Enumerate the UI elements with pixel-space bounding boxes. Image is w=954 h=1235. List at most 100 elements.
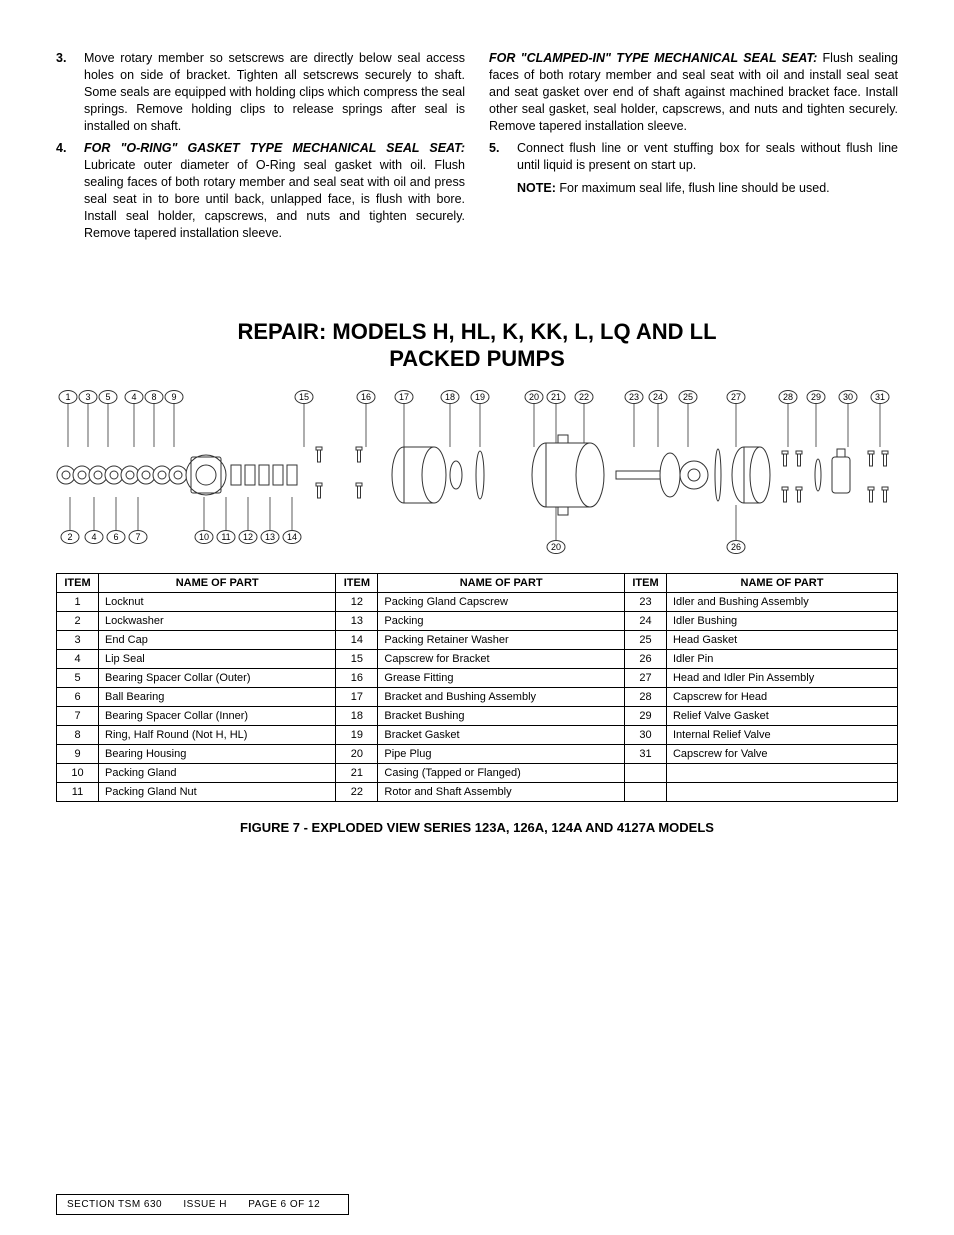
parts-row: 5Bearing Spacer Collar (Outer)16Grease F…: [57, 668, 898, 687]
item-cell: 14: [336, 630, 378, 649]
name-cell: Rotor and Shaft Assembly: [378, 782, 625, 801]
item-cell: 1: [57, 592, 99, 611]
svg-text:20: 20: [529, 392, 539, 402]
svg-text:21: 21: [551, 392, 561, 402]
parts-row: 4Lip Seal15Capscrew for Bracket26Idler P…: [57, 649, 898, 668]
name-cell: Idler and Bushing Assembly: [666, 592, 897, 611]
svg-text:14: 14: [287, 532, 297, 542]
svg-text:6: 6: [113, 532, 118, 542]
step-3-body: Move rotary member so setscrews are dire…: [84, 50, 465, 134]
item-cell: 21: [336, 763, 378, 782]
parts-header-cell: ITEM: [624, 573, 666, 592]
name-cell: Lip Seal: [99, 649, 336, 668]
name-cell: Capscrew for Valve: [666, 744, 897, 763]
item-cell: 18: [336, 706, 378, 725]
footer-page: PAGE 6 OF 12: [248, 1199, 320, 1210]
svg-text:8: 8: [151, 392, 156, 402]
step-5-num: 5.: [489, 140, 517, 174]
parts-header-cell: NAME OF PART: [378, 573, 625, 592]
name-cell: Packing Gland: [99, 763, 336, 782]
figure-caption: FIGURE 7 - EXPLODED VIEW SERIES 123A, 12…: [56, 820, 898, 835]
note-label: NOTE:: [517, 181, 556, 195]
item-cell: 11: [57, 782, 99, 801]
parts-row: 10Packing Gland21Casing (Tapped or Flang…: [57, 763, 898, 782]
svg-text:27: 27: [731, 392, 741, 402]
parts-header-cell: ITEM: [57, 573, 99, 592]
svg-text:11: 11: [221, 532, 230, 542]
page: 3. Move rotary member so setscrews are d…: [0, 0, 954, 1235]
svg-text:26: 26: [731, 542, 741, 552]
parts-table: ITEMNAME OF PARTITEMNAME OF PARTITEMNAME…: [56, 573, 898, 802]
item-cell: 24: [624, 611, 666, 630]
name-cell: Internal Relief Valve: [666, 725, 897, 744]
parts-row: 11Packing Gland Nut22Rotor and Shaft Ass…: [57, 782, 898, 801]
name-cell: Relief Valve Gasket: [666, 706, 897, 725]
note-body: For maximum seal life, flush line should…: [556, 181, 830, 195]
section-title-line1: REPAIR: MODELS H, HL, K, KK, L, LQ AND L…: [56, 318, 898, 346]
name-cell: Packing Gland Capscrew: [378, 592, 625, 611]
svg-text:31: 31: [875, 392, 885, 402]
svg-text:3: 3: [85, 392, 90, 402]
item-cell: 17: [336, 687, 378, 706]
item-cell: 2: [57, 611, 99, 630]
name-cell: Packing Gland Nut: [99, 782, 336, 801]
item-cell: 22: [336, 782, 378, 801]
step-3-num: 3.: [56, 50, 84, 134]
svg-text:22: 22: [579, 392, 589, 402]
parts-header-cell: NAME OF PART: [666, 573, 897, 592]
svg-text:25: 25: [683, 392, 693, 402]
svg-text:12: 12: [243, 532, 253, 542]
step-4-num: 4.: [56, 140, 84, 241]
step-4-text: Lubricate outer diameter of O-Ring seal …: [84, 158, 465, 240]
step-5: 5. Connect flush line or vent stuffing b…: [489, 140, 898, 174]
step-4-lead: FOR "O-RING" GASKET TYPE MECHANICAL SEAL…: [84, 141, 465, 155]
svg-text:4: 4: [91, 532, 96, 542]
step-4: 4. FOR "O-RING" GASKET TYPE MECHANICAL S…: [56, 140, 465, 241]
footer-issue: ISSUE H: [183, 1199, 227, 1210]
svg-text:29: 29: [811, 392, 821, 402]
item-cell: [624, 763, 666, 782]
name-cell: Idler Pin: [666, 649, 897, 668]
item-cell: 20: [336, 744, 378, 763]
name-cell: Ring, Half Round (Not H, HL): [99, 725, 336, 744]
step-4-body: FOR "O-RING" GASKET TYPE MECHANICAL SEAL…: [84, 140, 465, 241]
name-cell: Bracket Gasket: [378, 725, 625, 744]
item-cell: 7: [57, 706, 99, 725]
parts-header-cell: NAME OF PART: [99, 573, 336, 592]
parts-row: 8Ring, Half Round (Not H, HL)19Bracket G…: [57, 725, 898, 744]
parts-table-head: ITEMNAME OF PARTITEMNAME OF PARTITEMNAME…: [57, 573, 898, 592]
svg-text:16: 16: [361, 392, 371, 402]
item-cell: 13: [336, 611, 378, 630]
footer-section: SECTION TSM 630: [67, 1199, 162, 1210]
clamped-paragraph: FOR "CLAMPED-IN" TYPE MECHANICAL SEAL SE…: [489, 50, 898, 134]
parts-row: 1Locknut12Packing Gland Capscrew23Idler …: [57, 592, 898, 611]
item-cell: 28: [624, 687, 666, 706]
name-cell: Packing: [378, 611, 625, 630]
svg-text:30: 30: [843, 392, 853, 402]
svg-text:1: 1: [65, 392, 70, 402]
name-cell: Idler Bushing: [666, 611, 897, 630]
item-cell: 5: [57, 668, 99, 687]
svg-text:17: 17: [399, 392, 409, 402]
svg-text:18: 18: [445, 392, 455, 402]
parts-header-cell: ITEM: [336, 573, 378, 592]
item-cell: 27: [624, 668, 666, 687]
item-cell: 6: [57, 687, 99, 706]
name-cell: [666, 782, 897, 801]
parts-row: 7Bearing Spacer Collar (Inner)18Bracket …: [57, 706, 898, 725]
name-cell: Pipe Plug: [378, 744, 625, 763]
name-cell: Bracket Bushing: [378, 706, 625, 725]
item-cell: 30: [624, 725, 666, 744]
section-title-line2: PACKED PUMPS: [56, 345, 898, 373]
svg-text:4: 4: [131, 392, 136, 402]
name-cell: Lockwasher: [99, 611, 336, 630]
name-cell: Bearing Spacer Collar (Outer): [99, 668, 336, 687]
svg-text:13: 13: [265, 532, 275, 542]
item-cell: 16: [336, 668, 378, 687]
top-text-columns: 3. Move rotary member so setscrews are d…: [56, 50, 898, 248]
svg-text:9: 9: [171, 392, 176, 402]
name-cell: Casing (Tapped or Flanged): [378, 763, 625, 782]
name-cell: Bracket and Bushing Assembly: [378, 687, 625, 706]
svg-text:5: 5: [105, 392, 110, 402]
name-cell: Head Gasket: [666, 630, 897, 649]
